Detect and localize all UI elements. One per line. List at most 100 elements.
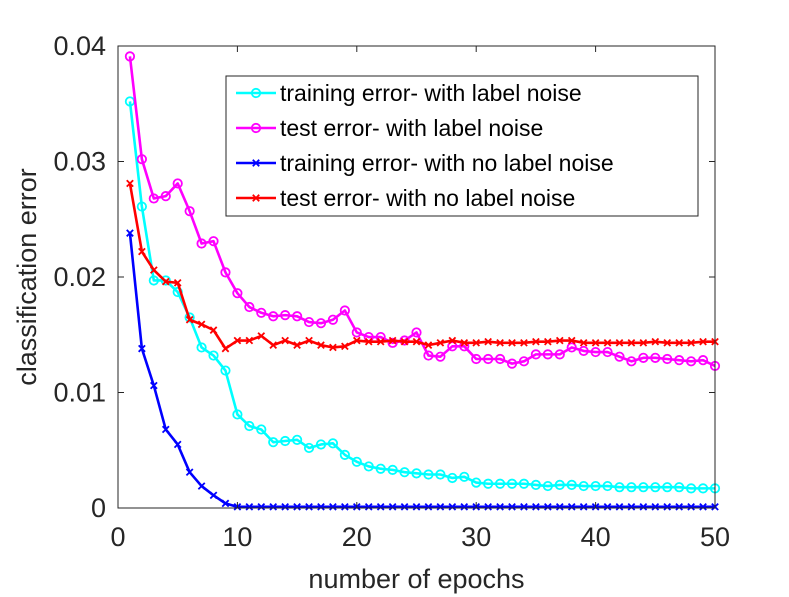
data-point-test-error-with-label-noise — [196, 238, 207, 249]
data-point-training-error-with-no-label-noise — [197, 482, 206, 490]
x-tick-label: 0 — [110, 522, 125, 552]
data-point-test-error-with-no-label-noise-stroke-b — [627, 338, 636, 347]
data-point-test-error-with-label-noise — [220, 267, 231, 278]
data-point-test-error-with-label-noise — [136, 154, 147, 165]
data-point-training-error-with-label-noise — [650, 482, 661, 493]
data-point-training-error-with-label-noise — [208, 350, 219, 361]
x-tick-label: 50 — [700, 522, 730, 552]
legend-item-training-error-with-label-noise: training error- with label noise — [236, 80, 582, 106]
data-point-training-error-with-no-label-noise — [508, 503, 516, 511]
data-point-test-error-with-no-label-noise-stroke-b — [388, 336, 397, 345]
data-point-test-error-with-no-label-noise-stroke-b — [567, 336, 576, 345]
data-point-training-error-with-no-label-noise-stroke-b — [185, 468, 194, 477]
data-point-test-error-with-label-noise — [638, 352, 649, 363]
data-point-training-error-with-no-label-noise-stroke-b — [508, 503, 516, 511]
data-point-training-error-with-label-noise — [136, 201, 147, 212]
data-point-test-error-with-label-noise — [160, 191, 171, 202]
data-point-test-error-with-no-label-noise-stroke-b — [281, 336, 289, 345]
data-point-training-error-with-no-label-noise — [639, 503, 648, 511]
data-point-test-error-with-no-label-noise — [364, 337, 373, 346]
data-point-training-error-with-no-label-noise — [436, 503, 445, 511]
data-point-test-error-with-no-label-noise-stroke-b — [639, 338, 648, 347]
data-point-training-error-with-no-label-noise-stroke-b — [149, 381, 158, 390]
data-point-test-error-with-label-noise — [686, 356, 697, 367]
data-point-training-error-with-no-label-noise — [687, 503, 695, 511]
data-point-training-error-with-no-label-noise — [544, 503, 552, 511]
data-point-test-error-with-no-label-noise — [173, 278, 182, 287]
data-point-test-error-with-no-label-noise-stroke-b — [317, 341, 325, 349]
data-point-training-error-with-no-label-noise — [627, 503, 636, 511]
data-point-training-error-with-label-noise — [351, 456, 362, 467]
legend-item-training-error-with-no-label-noise: training error- with no label noise — [236, 150, 614, 176]
data-point-test-error-with-no-label-noise — [197, 320, 206, 329]
data-point-test-error-with-label-noise — [411, 327, 422, 338]
tick-layer: 0 10 20 30 40 50 0 0.01 0.02 0.03 0.04 — [53, 31, 730, 552]
y-tick-label: 0.03 — [53, 147, 106, 177]
data-point-training-error-with-no-label-noise — [293, 503, 301, 511]
data-point-training-error-with-no-label-noise-stroke-b — [376, 503, 385, 511]
data-point-training-error-with-no-label-noise — [579, 503, 588, 511]
data-point-test-error-with-no-label-noise-stroke-b — [544, 337, 552, 346]
data-point-test-error-with-no-label-noise — [341, 342, 349, 351]
data-point-training-error-with-no-label-noise — [567, 503, 576, 511]
data-point-test-error-with-label-noise — [124, 51, 136, 62]
data-point-test-error-with-no-label-noise-stroke-b — [293, 341, 301, 349]
data-point-test-error-with-no-label-noise-stroke-b — [197, 320, 206, 329]
data-point-training-error-with-no-label-noise-stroke-b — [651, 503, 660, 511]
data-point-training-error-with-label-noise — [626, 482, 637, 493]
data-point-test-error-with-no-label-noise — [126, 179, 134, 188]
y-tick-label: 0.02 — [53, 262, 106, 292]
legend-swatch-marker-stroke-b — [252, 159, 260, 167]
data-point-test-error-with-no-label-noise-stroke-b — [460, 338, 469, 347]
data-point-test-error-with-no-label-noise-stroke-b — [376, 337, 385, 346]
data-point-test-error-with-no-label-noise — [520, 338, 528, 347]
data-point-test-error-with-no-label-noise — [687, 338, 695, 347]
data-point-training-error-with-label-noise — [602, 480, 613, 492]
data-point-test-error-with-label-noise — [291, 311, 303, 322]
data-point-test-error-with-no-label-noise — [138, 247, 146, 256]
legend-swatch-marker — [250, 87, 262, 99]
data-point-test-error-with-no-label-noise-stroke-b — [257, 332, 266, 340]
data-point-training-error-with-label-noise — [590, 480, 601, 492]
data-point-training-error-with-no-label-noise — [364, 503, 373, 511]
data-point-test-error-with-no-label-noise-stroke-b — [591, 338, 600, 347]
data-point-test-error-with-no-label-noise — [484, 337, 492, 346]
data-point-test-error-with-no-label-noise-stroke-b — [579, 338, 588, 347]
data-point-training-error-with-label-noise — [447, 472, 458, 484]
data-point-test-error-with-no-label-noise — [639, 338, 648, 347]
data-point-training-error-with-no-label-noise-stroke-b — [388, 503, 397, 511]
data-point-test-error-with-label-noise — [483, 353, 494, 365]
data-point-training-error-with-no-label-noise — [173, 440, 182, 449]
data-point-test-error-with-no-label-noise-stroke-b — [448, 336, 457, 345]
data-point-training-error-with-label-noise — [232, 409, 243, 420]
data-point-test-error-with-no-label-noise-stroke-b — [305, 336, 313, 345]
data-point-test-error-with-no-label-noise — [627, 338, 636, 347]
data-point-test-error-with-no-label-noise — [663, 338, 672, 347]
data-point-test-error-with-no-label-noise — [281, 336, 289, 345]
data-point-training-error-with-no-label-noise-stroke-b — [603, 503, 612, 511]
data-point-training-error-with-label-noise — [363, 461, 374, 472]
data-point-training-error-with-no-label-noise-stroke-b — [448, 503, 457, 511]
data-point-training-error-with-label-noise — [196, 342, 207, 353]
data-point-test-error-with-label-noise — [542, 349, 553, 360]
data-point-test-error-with-no-label-noise — [675, 338, 684, 347]
data-point-training-error-with-no-label-noise-stroke-b — [269, 503, 278, 511]
data-point-test-error-with-no-label-noise — [269, 341, 278, 349]
x-tick-label: 20 — [342, 522, 372, 552]
data-point-training-error-with-no-label-noise-stroke-b — [412, 503, 421, 511]
data-point-training-error-with-no-label-noise — [520, 503, 528, 511]
data-point-test-error-with-no-label-noise — [161, 277, 170, 286]
data-point-test-error-with-no-label-noise — [436, 338, 445, 347]
data-point-training-error-with-no-label-noise — [317, 503, 325, 511]
data-point-training-error-with-no-label-noise-stroke-b — [161, 425, 170, 434]
data-point-test-error-with-no-label-noise-stroke-b — [424, 341, 433, 349]
data-point-test-error-with-label-noise — [662, 353, 673, 365]
data-point-training-error-with-label-noise — [518, 478, 530, 489]
data-point-test-error-with-no-label-noise-stroke-b — [615, 338, 624, 347]
data-point-test-error-with-label-noise — [184, 206, 195, 217]
data-point-training-error-with-no-label-noise-stroke-b — [197, 482, 206, 490]
data-point-training-error-with-label-noise — [399, 467, 410, 478]
data-point-test-error-with-no-label-noise — [496, 338, 504, 347]
data-point-test-error-with-label-noise — [351, 327, 362, 338]
